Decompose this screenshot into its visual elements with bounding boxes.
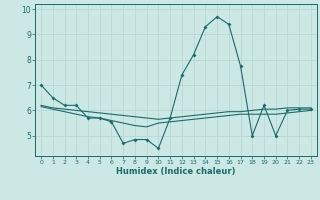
X-axis label: Humidex (Indice chaleur): Humidex (Indice chaleur) <box>116 167 236 176</box>
